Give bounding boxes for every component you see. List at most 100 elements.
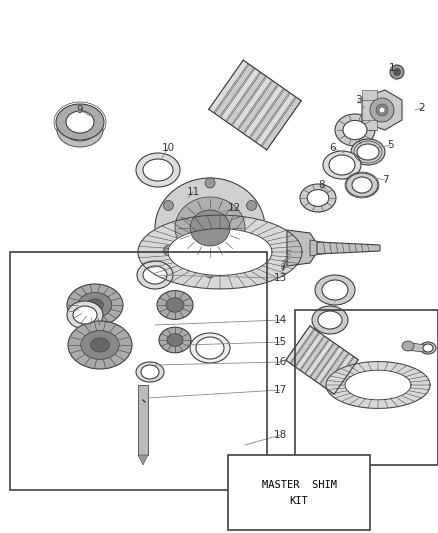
Text: 13: 13 [273, 273, 286, 283]
Ellipse shape [136, 153, 180, 187]
Circle shape [247, 200, 257, 211]
Polygon shape [311, 343, 339, 381]
Polygon shape [262, 98, 301, 150]
Ellipse shape [346, 173, 378, 197]
Ellipse shape [329, 155, 355, 175]
Text: 11: 11 [187, 187, 200, 197]
Circle shape [247, 246, 257, 255]
Ellipse shape [323, 151, 361, 179]
Ellipse shape [322, 280, 348, 300]
Bar [362, 90, 377, 100]
Polygon shape [320, 350, 348, 387]
Ellipse shape [137, 261, 173, 289]
Ellipse shape [190, 333, 230, 363]
Polygon shape [226, 72, 266, 125]
Polygon shape [310, 240, 333, 256]
Polygon shape [315, 346, 343, 384]
Ellipse shape [357, 144, 379, 160]
Ellipse shape [315, 275, 355, 305]
Text: 14: 14 [273, 315, 286, 325]
Polygon shape [326, 361, 430, 408]
Bar [138, 385, 148, 455]
Text: 6: 6 [330, 143, 336, 153]
Polygon shape [209, 60, 248, 112]
Text: 12: 12 [227, 203, 240, 213]
Ellipse shape [56, 104, 104, 140]
Ellipse shape [87, 299, 103, 311]
Text: MASTER  SHIM: MASTER SHIM [261, 480, 336, 489]
Text: 1: 1 [389, 63, 396, 73]
Polygon shape [287, 230, 320, 266]
Text: 15: 15 [273, 337, 286, 347]
Circle shape [205, 178, 215, 188]
Text: 7: 7 [381, 175, 389, 185]
Polygon shape [330, 357, 358, 394]
Ellipse shape [190, 210, 230, 246]
Ellipse shape [66, 111, 94, 133]
Circle shape [163, 200, 173, 211]
Circle shape [177, 196, 189, 208]
Polygon shape [244, 85, 283, 138]
Circle shape [163, 246, 173, 255]
Polygon shape [317, 242, 380, 254]
Polygon shape [362, 90, 402, 130]
Circle shape [180, 199, 186, 205]
Ellipse shape [68, 321, 132, 369]
Text: 3: 3 [355, 95, 361, 105]
Ellipse shape [300, 184, 336, 212]
Polygon shape [345, 370, 411, 400]
Circle shape [205, 268, 215, 278]
Ellipse shape [136, 362, 164, 382]
Ellipse shape [335, 114, 375, 146]
Circle shape [393, 69, 400, 76]
Text: 2: 2 [419, 103, 425, 113]
Polygon shape [286, 326, 314, 363]
Circle shape [379, 107, 385, 113]
Polygon shape [221, 68, 260, 121]
Ellipse shape [402, 341, 414, 351]
Bar [295, 310, 438, 465]
Text: 16: 16 [273, 357, 286, 367]
Ellipse shape [312, 306, 348, 334]
Circle shape [390, 65, 404, 79]
Ellipse shape [90, 338, 110, 352]
Polygon shape [138, 455, 148, 465]
Ellipse shape [420, 342, 436, 354]
Ellipse shape [57, 113, 103, 147]
Polygon shape [325, 353, 353, 391]
Ellipse shape [67, 284, 123, 326]
Ellipse shape [78, 293, 112, 318]
Polygon shape [256, 93, 295, 146]
Ellipse shape [196, 337, 224, 359]
Ellipse shape [318, 311, 342, 329]
Text: 9: 9 [77, 105, 83, 115]
Polygon shape [300, 336, 329, 374]
Ellipse shape [67, 301, 103, 329]
Ellipse shape [352, 177, 372, 193]
Ellipse shape [159, 327, 191, 353]
Ellipse shape [143, 159, 173, 181]
Bar [228, 455, 370, 530]
Polygon shape [233, 77, 272, 129]
Text: 8: 8 [319, 180, 325, 190]
Ellipse shape [64, 119, 96, 141]
Ellipse shape [166, 298, 184, 312]
Polygon shape [138, 215, 302, 289]
Ellipse shape [73, 306, 97, 324]
Ellipse shape [167, 334, 183, 346]
Text: 17: 17 [273, 385, 286, 395]
Text: KIT: KIT [290, 496, 308, 505]
Polygon shape [296, 333, 324, 370]
Ellipse shape [155, 178, 265, 278]
Text: 18: 18 [273, 430, 286, 440]
Bar [362, 120, 377, 130]
Ellipse shape [175, 197, 245, 259]
Text: 10: 10 [162, 143, 175, 153]
Circle shape [376, 104, 388, 116]
Polygon shape [250, 89, 290, 142]
Polygon shape [238, 81, 278, 133]
Bar [10, 252, 267, 490]
Ellipse shape [307, 190, 329, 206]
Ellipse shape [141, 365, 159, 379]
Ellipse shape [157, 290, 193, 319]
